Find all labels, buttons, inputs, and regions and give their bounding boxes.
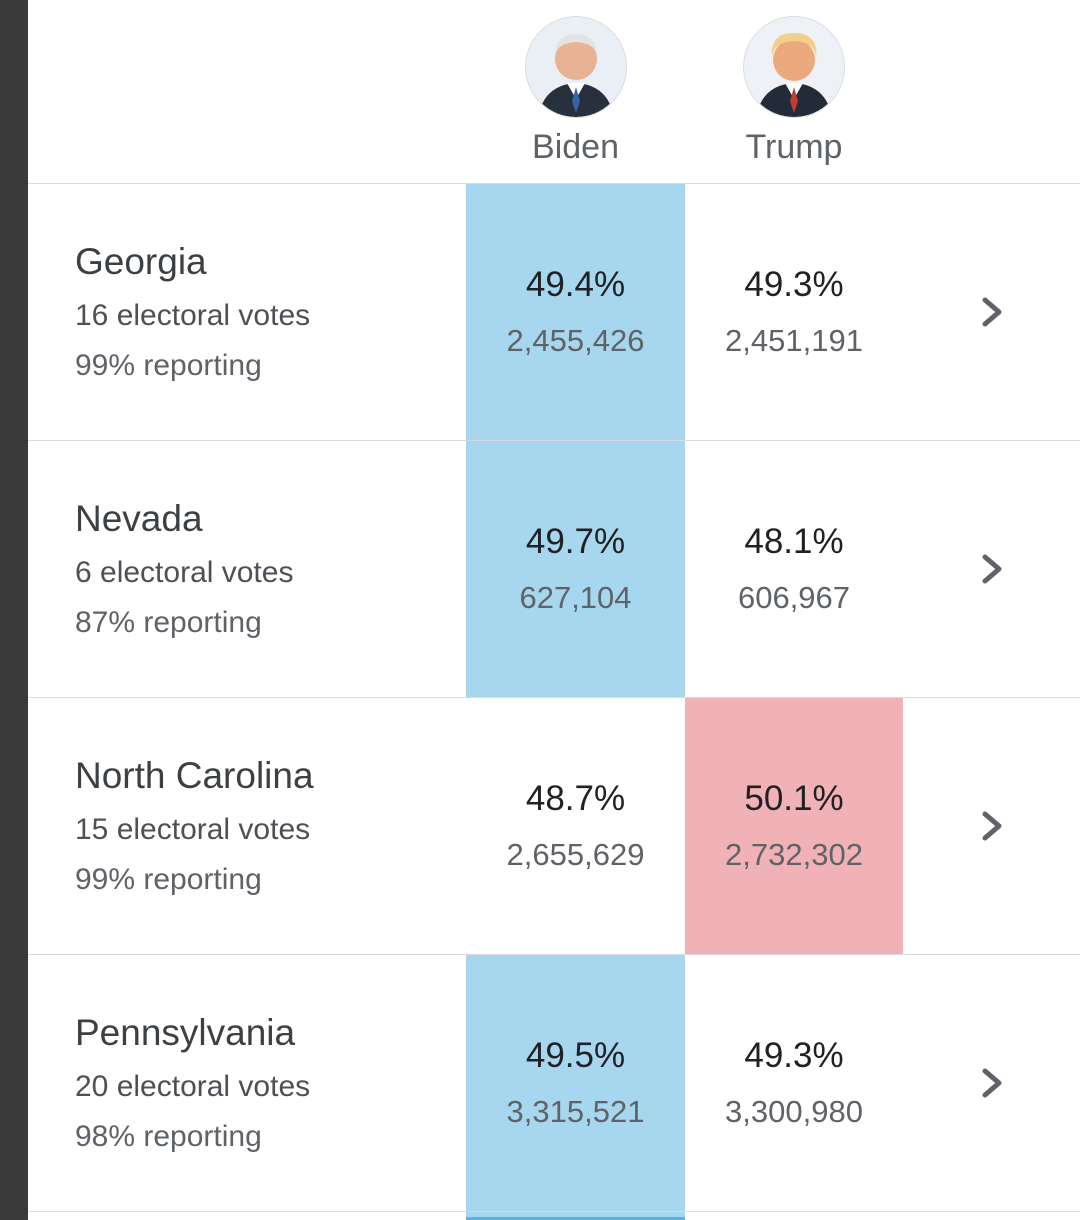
trump-result-cell: 49.3% 3,300,980 — [685, 955, 903, 1211]
state-name: North Carolina — [75, 755, 314, 796]
biden-percentage: 49.4% — [525, 265, 626, 304]
candidates-header: Biden Trump — [28, 0, 1080, 183]
left-edge-strip — [0, 0, 28, 1220]
biden-result-cell: 49.7% 627,104 — [466, 441, 685, 697]
state-name: Pennsylvania — [75, 1012, 296, 1053]
biden-portrait-icon — [525, 17, 626, 117]
trump-votes: 3,300,980 — [725, 1094, 863, 1129]
chevron-right-icon[interactable] — [903, 698, 1080, 954]
biden-votes: 3,315,521 — [506, 1094, 645, 1129]
biden-votes: 627,104 — [519, 580, 632, 615]
reporting-status: 99% reporting — [75, 349, 262, 382]
state-row-north-carolina[interactable]: North Carolina 15 electoral votes 99% re… — [28, 697, 1080, 954]
state-name: Georgia — [75, 241, 207, 282]
header-spacer — [28, 0, 466, 183]
candidate-name-trump: Trump — [745, 128, 843, 166]
biden-percentage: 49.7% — [525, 522, 626, 561]
reporting-status: 87% reporting — [75, 606, 262, 639]
trump-percentage: 48.1% — [744, 522, 844, 561]
electoral-votes: 15 electoral votes — [75, 813, 311, 846]
candidate-name-biden: Biden — [532, 128, 619, 166]
trump-percentage: 49.3% — [744, 265, 844, 304]
state-name: Nevada — [75, 498, 203, 539]
partial-chevron-area — [903, 1212, 1080, 1220]
trump-result-cell: 50.1% 2,732,302 — [685, 698, 903, 954]
trump-percentage: 49.3% — [744, 1036, 844, 1075]
chevron-right-icon[interactable] — [903, 441, 1080, 697]
electoral-votes: 16 electoral votes — [75, 299, 311, 332]
state-info: Pennsylvania 20 electoral votes 98% repo… — [28, 955, 466, 1211]
header-spacer-right — [903, 0, 1080, 183]
chevron-right-icon[interactable] — [903, 184, 1080, 440]
state-info: Nevada 6 electoral votes 87% reporting — [28, 441, 466, 697]
state-row-pennsylvania[interactable]: Pennsylvania 20 electoral votes 98% repo… — [28, 954, 1080, 1211]
biden-percentage: 48.7% — [525, 779, 626, 818]
electoral-votes: 20 electoral votes — [75, 1070, 311, 1103]
state-info: Georgia 16 electoral votes 99% reporting — [28, 184, 466, 440]
biden-result-cell: 48.7% 2,655,629 — [466, 698, 685, 954]
election-results-widget: Biden Trump — [28, 0, 1080, 1220]
chevron-right-icon[interactable] — [903, 955, 1080, 1211]
biden-percentage: 49.5% — [525, 1036, 626, 1075]
partial-state-info — [28, 1212, 466, 1220]
trump-portrait-icon — [744, 17, 844, 117]
biden-votes: 2,455,426 — [506, 323, 645, 358]
biden-avatar — [524, 16, 627, 118]
partial-cell-edge — [466, 1217, 685, 1220]
trump-result-cell: 48.1% 606,967 — [685, 441, 903, 697]
trump-result-cell: 49.3% 2,451,191 — [685, 184, 903, 440]
state-row-nevada[interactable]: Nevada 6 electoral votes 87% reporting 4… — [28, 440, 1080, 697]
trump-votes: 606,967 — [737, 580, 851, 615]
trump-votes: 2,451,191 — [725, 323, 863, 358]
electoral-votes: 6 electoral votes — [75, 556, 294, 589]
trump-percentage: 50.1% — [744, 779, 844, 818]
trump-avatar — [743, 16, 845, 118]
candidate-trump: Trump — [685, 0, 903, 183]
trump-votes: 2,732,302 — [725, 837, 863, 872]
candidate-biden: Biden — [466, 0, 685, 183]
partial-next-row[interactable] — [28, 1211, 1080, 1220]
partial-trump-cell — [685, 1212, 903, 1220]
reporting-status: 99% reporting — [75, 863, 262, 896]
state-info: North Carolina 15 electoral votes 99% re… — [28, 698, 466, 954]
biden-votes: 2,655,629 — [506, 837, 645, 872]
biden-result-cell: 49.4% 2,455,426 — [466, 184, 685, 440]
partial-biden-cell — [466, 1212, 685, 1220]
reporting-status: 98% reporting — [75, 1120, 262, 1153]
state-row-georgia[interactable]: Georgia 16 electoral votes 99% reporting… — [28, 183, 1080, 440]
biden-result-cell: 49.5% 3,315,521 — [466, 955, 685, 1211]
